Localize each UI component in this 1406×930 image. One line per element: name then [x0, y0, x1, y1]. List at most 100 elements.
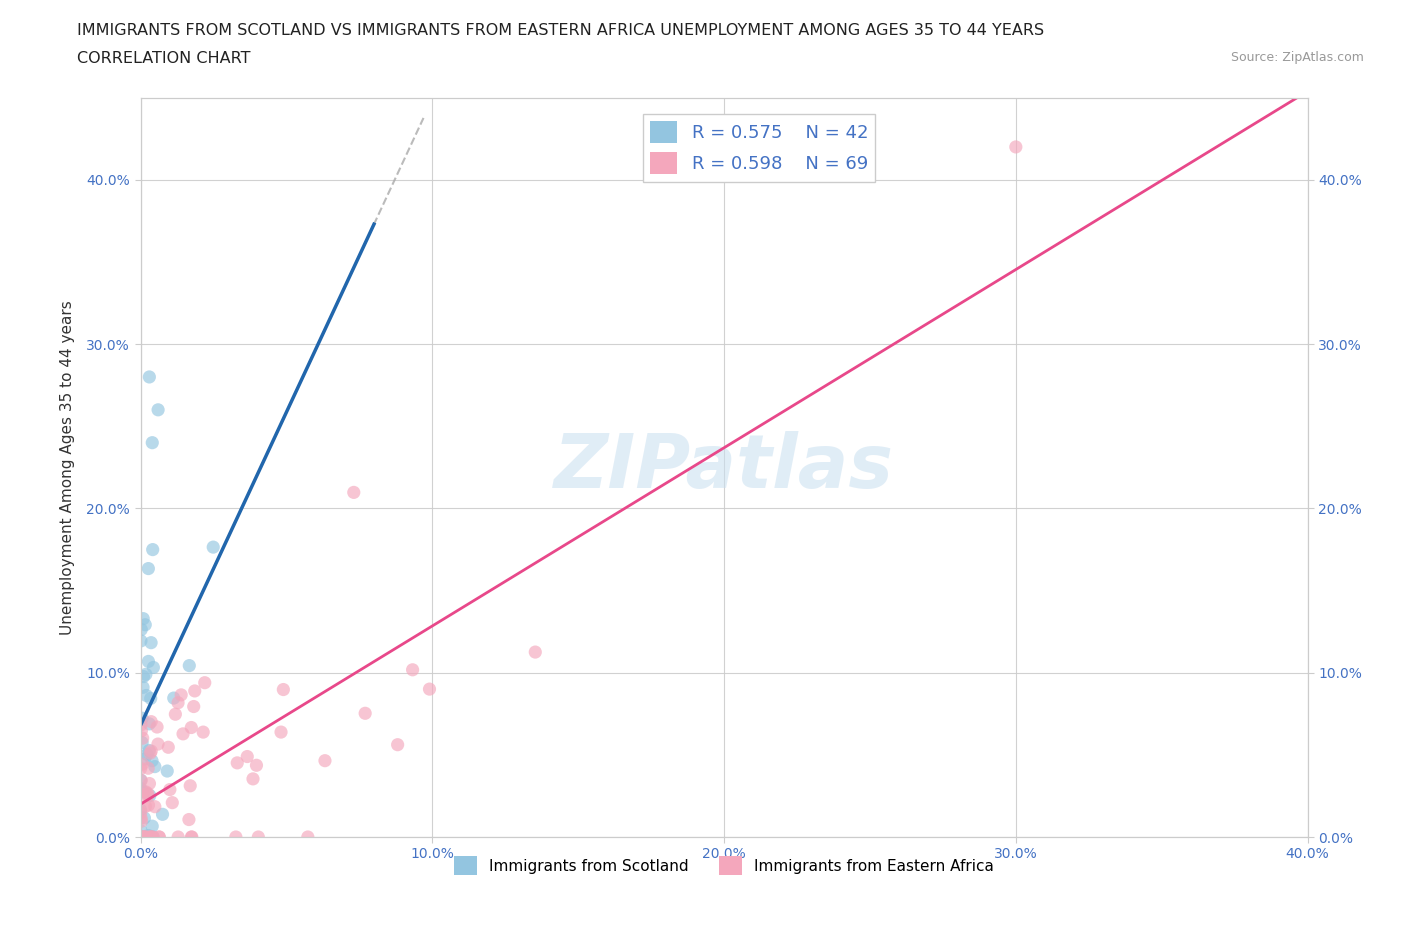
Point	[270, 724, 292, 739]
Point	[139, 746, 162, 761]
Point	[138, 798, 160, 813]
Point	[141, 744, 163, 759]
Point	[143, 759, 166, 774]
Point	[129, 761, 152, 776]
Point	[136, 747, 159, 762]
Point	[131, 830, 153, 844]
Point	[172, 726, 194, 741]
Y-axis label: Unemployment Among Ages 35 to 44 years: Unemployment Among Ages 35 to 44 years	[60, 300, 75, 634]
Point	[129, 803, 152, 817]
Point	[138, 743, 160, 758]
Point	[132, 830, 155, 844]
Point	[135, 830, 157, 844]
Point	[142, 830, 165, 844]
Point	[136, 786, 159, 801]
Point	[136, 788, 159, 803]
Point	[129, 824, 152, 839]
Point	[142, 830, 165, 844]
Point	[236, 749, 259, 764]
Point	[131, 830, 153, 844]
Point	[193, 724, 215, 739]
Point	[142, 542, 165, 557]
Point	[354, 706, 377, 721]
Point	[129, 622, 152, 637]
Point	[131, 724, 153, 738]
Point	[141, 435, 163, 450]
Point	[139, 691, 162, 706]
Point	[418, 682, 440, 697]
Point	[132, 611, 155, 626]
Point	[135, 688, 157, 703]
Point	[387, 737, 409, 752]
Point	[184, 684, 207, 698]
Point	[134, 811, 156, 826]
Point	[194, 675, 217, 690]
Point	[134, 799, 156, 814]
Point	[225, 830, 247, 844]
Point	[163, 691, 186, 706]
Point	[129, 633, 152, 648]
Point	[139, 788, 162, 803]
Point	[131, 814, 153, 829]
Point	[141, 753, 163, 768]
Point	[141, 830, 163, 844]
Point	[136, 761, 159, 776]
Point	[132, 680, 155, 695]
Point	[148, 830, 170, 844]
Point	[167, 830, 190, 844]
Point	[177, 812, 200, 827]
Point	[141, 818, 163, 833]
Point	[165, 707, 187, 722]
Legend: Immigrants from Scotland, Immigrants from Eastern Africa: Immigrants from Scotland, Immigrants fro…	[449, 850, 1000, 881]
Point	[401, 662, 423, 677]
Point	[132, 669, 155, 684]
Point	[135, 667, 157, 682]
Point	[162, 795, 184, 810]
Point	[142, 660, 165, 675]
Point	[129, 805, 152, 820]
Point	[129, 717, 152, 732]
Point	[1005, 140, 1028, 154]
Point	[314, 753, 336, 768]
Point	[138, 777, 160, 791]
Point	[159, 782, 181, 797]
Point	[138, 654, 160, 669]
Point	[146, 737, 169, 751]
Text: ZIPatlas: ZIPatlas	[554, 431, 894, 504]
Point	[134, 751, 156, 766]
Point	[135, 784, 157, 799]
Point	[131, 787, 153, 802]
Point	[138, 369, 160, 384]
Point	[131, 731, 153, 746]
Point	[524, 644, 547, 659]
Point	[180, 720, 202, 735]
Point	[143, 799, 166, 814]
Text: Source: ZipAtlas.com: Source: ZipAtlas.com	[1230, 51, 1364, 64]
Point	[134, 830, 156, 844]
Point	[343, 485, 366, 499]
Point	[146, 403, 169, 418]
Point	[134, 785, 156, 800]
Point	[226, 755, 249, 770]
Point	[129, 830, 152, 844]
Point	[134, 830, 156, 844]
Point	[129, 773, 152, 788]
Point	[138, 716, 160, 731]
Point	[141, 714, 163, 729]
Point	[131, 757, 153, 772]
Point	[134, 618, 156, 632]
Point	[139, 830, 162, 844]
Point	[129, 830, 152, 844]
Point	[245, 758, 267, 773]
Point	[157, 740, 180, 755]
Point	[129, 773, 152, 788]
Point	[129, 781, 152, 796]
Point	[131, 711, 153, 725]
Point	[146, 720, 169, 735]
Point	[156, 764, 179, 778]
Point	[167, 696, 190, 711]
Point	[179, 658, 201, 673]
Point	[138, 830, 160, 844]
Text: IMMIGRANTS FROM SCOTLAND VS IMMIGRANTS FROM EASTERN AFRICA UNEMPLOYMENT AMONG AG: IMMIGRANTS FROM SCOTLAND VS IMMIGRANTS F…	[77, 23, 1045, 38]
Point	[180, 830, 202, 844]
